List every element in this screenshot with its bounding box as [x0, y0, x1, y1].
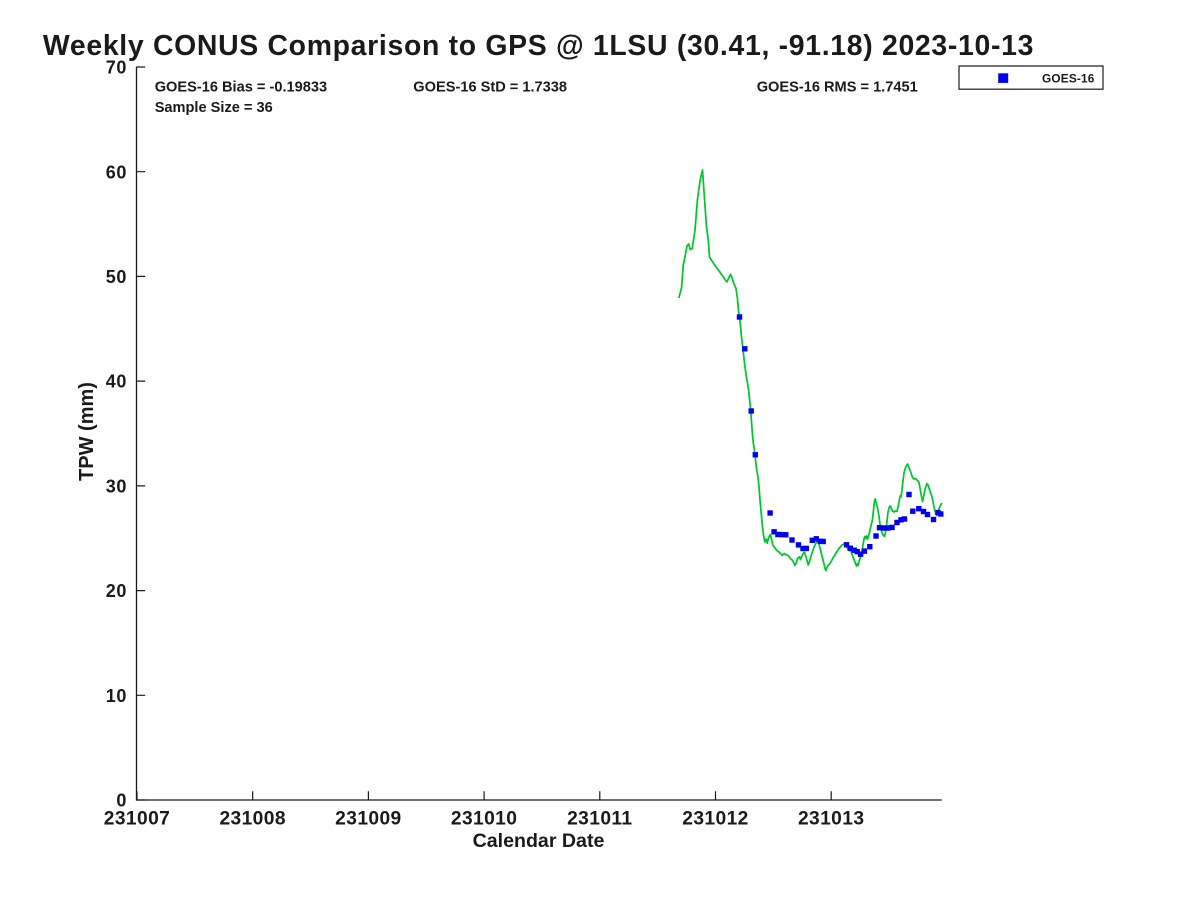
- svg-text:GOES-16 RMS = 1.7451: GOES-16 RMS = 1.7451: [757, 80, 918, 96]
- svg-text:231008: 231008: [219, 808, 285, 829]
- svg-text:60: 60: [106, 162, 127, 182]
- svg-text:40: 40: [106, 372, 127, 392]
- svg-text:231010: 231010: [451, 808, 517, 829]
- svg-text:50: 50: [106, 267, 127, 287]
- svg-text:231007: 231007: [104, 808, 170, 829]
- svg-text:30: 30: [106, 477, 127, 497]
- svg-text:Calendar Date: Calendar Date: [473, 830, 605, 852]
- svg-text:231009: 231009: [335, 808, 401, 829]
- svg-text:231013: 231013: [798, 808, 864, 829]
- svg-text:GOES-16 StD = 1.7338: GOES-16 StD = 1.7338: [413, 80, 567, 96]
- svg-text:10: 10: [106, 686, 127, 706]
- svg-text:Weekly CONUS Comparison to GPS: Weekly CONUS Comparison to GPS @ 1LSU (3…: [43, 30, 1034, 62]
- svg-text:TPW (mm): TPW (mm): [76, 382, 98, 481]
- svg-text:GOES-16: GOES-16: [1042, 71, 1095, 85]
- svg-text:GOES-16 Bias = -0.19833: GOES-16 Bias = -0.19833: [155, 80, 327, 96]
- svg-text:231012: 231012: [682, 808, 748, 829]
- svg-text:Sample Size = 36: Sample Size = 36: [155, 100, 273, 116]
- svg-text:0: 0: [116, 791, 127, 811]
- svg-text:70: 70: [106, 58, 127, 78]
- svg-text:20: 20: [106, 581, 127, 601]
- svg-text:231011: 231011: [567, 808, 632, 829]
